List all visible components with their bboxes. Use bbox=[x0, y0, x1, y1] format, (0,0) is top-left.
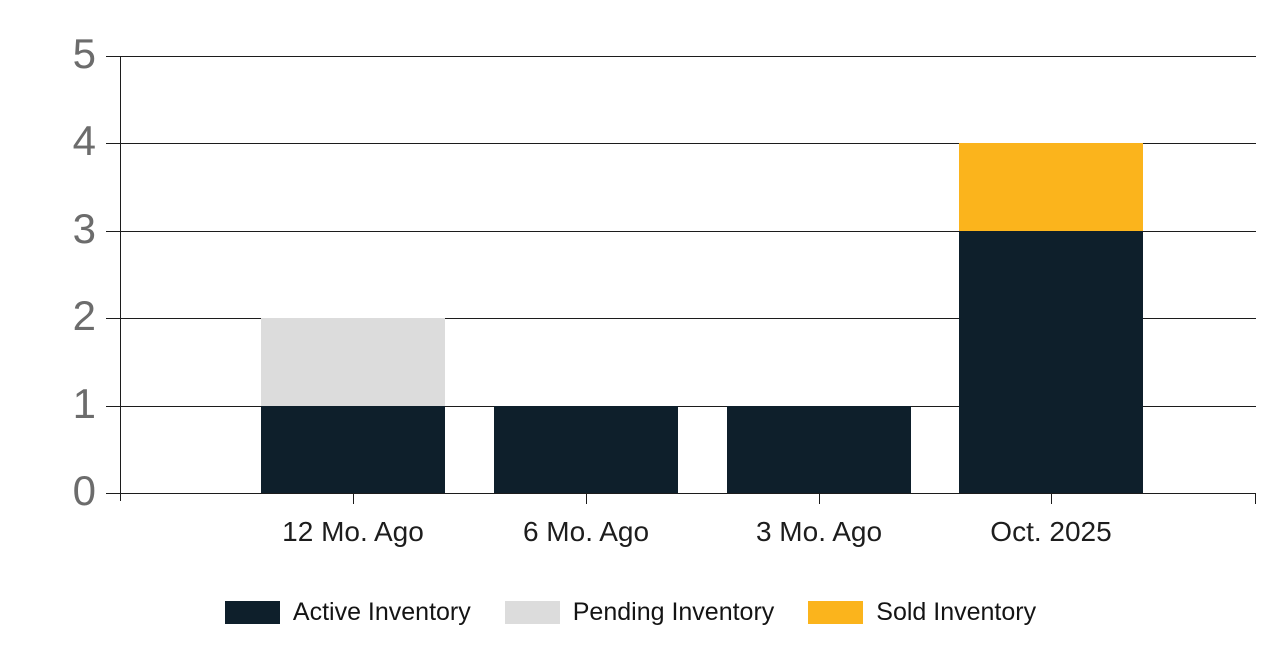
plot-area bbox=[120, 56, 1256, 494]
legend-swatch-sold-inventory bbox=[808, 601, 864, 624]
y-axis-line bbox=[120, 56, 121, 501]
y-axis-tick-3 bbox=[106, 230, 120, 232]
y-axis-tick-5 bbox=[106, 56, 120, 57]
y-axis-tick-2 bbox=[106, 318, 120, 320]
y-axis-tick-0 bbox=[106, 493, 120, 494]
y-axis-tick-label: 0 bbox=[72, 466, 96, 514]
x-axis-tick-1 bbox=[353, 493, 354, 504]
legend-item-sold-inventory[interactable]: Sold Inventory bbox=[808, 600, 1036, 625]
legend-swatch-active-inventory bbox=[224, 601, 280, 624]
x-axis-category-label: 6 Mo. Ago bbox=[522, 516, 650, 547]
bar-segment-active-inventory-2[interactable] bbox=[494, 405, 678, 493]
bar-segment-active-inventory-1[interactable] bbox=[261, 405, 445, 493]
gridline-1 bbox=[120, 405, 1256, 407]
y-axis-tick-label: 3 bbox=[72, 204, 96, 252]
y-axis-tick-1 bbox=[106, 405, 120, 407]
y-axis-tick-label: 4 bbox=[72, 117, 96, 165]
legend-label-pending-inventory: Pending Inventory bbox=[572, 598, 775, 626]
bar-segment-active-inventory-4[interactable] bbox=[959, 230, 1143, 493]
gridline-3 bbox=[120, 230, 1256, 232]
gridline-0 bbox=[120, 493, 1256, 494]
legend-item-pending-inventory[interactable]: Pending Inventory bbox=[504, 598, 775, 626]
y-axis-tick-4 bbox=[106, 143, 120, 145]
y-axis-tick-label: 5 bbox=[72, 29, 96, 77]
legend-swatch-pending-inventory bbox=[504, 601, 560, 624]
gridline-2 bbox=[120, 318, 1256, 320]
legend-item-active-inventory[interactable]: Active Inventory bbox=[224, 598, 471, 626]
x-axis-tick-3 bbox=[819, 493, 820, 504]
legend-label-active-inventory: Active Inventory bbox=[292, 598, 471, 626]
x-axis-category-label: Oct. 2025 bbox=[990, 516, 1112, 547]
x-axis-tick-2 bbox=[586, 493, 587, 504]
y-axis-tick-label: 2 bbox=[72, 292, 96, 340]
bar-segment-sold-inventory-4[interactable] bbox=[959, 143, 1143, 231]
bar-segment-pending-inventory-1[interactable] bbox=[261, 318, 445, 406]
x-axis-end-tick bbox=[1255, 493, 1256, 504]
legend-label-sold-inventory: Sold Inventory bbox=[876, 598, 1037, 626]
x-axis-category-label: 3 Mo. Ago bbox=[755, 516, 883, 547]
x-axis-tick-4 bbox=[1051, 493, 1052, 504]
chart-legend: Active Inventory Pending Inventory Sold In… bbox=[0, 600, 1261, 625]
bar-segment-active-inventory-3[interactable] bbox=[727, 405, 911, 493]
gridline-5 bbox=[120, 56, 1256, 57]
x-axis-category-label: 12 Mo. Ago bbox=[282, 516, 424, 547]
gridline-4 bbox=[120, 143, 1256, 145]
y-axis-tick-label: 1 bbox=[72, 379, 96, 427]
